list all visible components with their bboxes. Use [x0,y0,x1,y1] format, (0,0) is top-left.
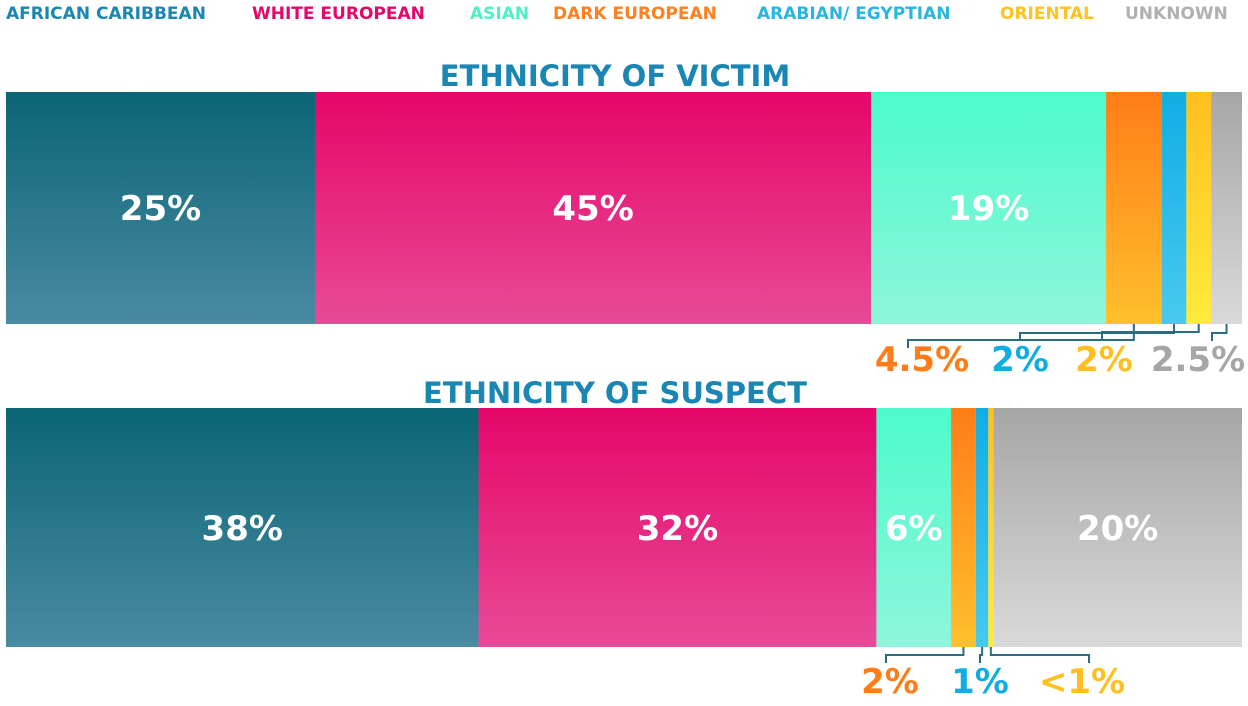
callout-line [1019,324,1176,341]
bar-segment [1211,92,1242,324]
data-label: 19% [948,189,1029,229]
data-label: 25% [120,189,201,229]
callout-line [989,647,1090,663]
data-label: <1% [1039,662,1125,702]
data-label: 2% [861,662,919,702]
legend-item: AFRICAN CARIBBEAN [6,4,206,24]
legend-item: UNKNOWN [1125,4,1228,24]
data-label: 2% [1075,340,1133,380]
legend-item: ORIENTAL [1000,4,1094,24]
bar-segment [988,408,994,647]
data-label: 2% [991,340,1049,380]
data-label: 4.5% [875,340,969,380]
bar-segment [1161,92,1187,324]
chart-title-victim: ETHNICITY OF VICTIM [440,59,790,93]
callout-line [885,647,965,663]
bar-segment [1186,92,1212,324]
data-label: 20% [1077,509,1158,549]
bar-segment [975,408,989,647]
callout-line [1211,324,1228,341]
legend: AFRICAN CARIBBEAN WHITE EUROPEAN ASIAN DARK… [6,4,1228,24]
bar-segment [315,92,872,324]
bar-segment [951,408,976,647]
data-label: 2.5% [1151,340,1245,380]
bar-segment [478,408,877,647]
data-label: 38% [202,509,283,549]
bar-segment [6,408,479,647]
bar-segment [6,92,315,324]
legend-item: WHITE EUROPEAN [252,4,425,24]
data-label: 32% [637,509,718,549]
callout-line [1101,324,1200,340]
bar-segment [1106,92,1162,324]
chart-title-suspect: ETHNICITY OF SUSPECT [423,376,807,410]
legend-item: ARABIAN/ EGYPTIAN [757,4,950,24]
legend-item: DARK EUROPEAN [553,4,717,24]
bar-segment [993,408,1242,647]
data-label: 1% [951,662,1009,702]
data-label: 6% [885,509,943,549]
bar-segment [871,92,1107,324]
data-label: 45% [552,189,633,229]
callout-line [979,647,984,663]
bar-segment [876,408,952,647]
legend-item: ASIAN [470,4,529,24]
